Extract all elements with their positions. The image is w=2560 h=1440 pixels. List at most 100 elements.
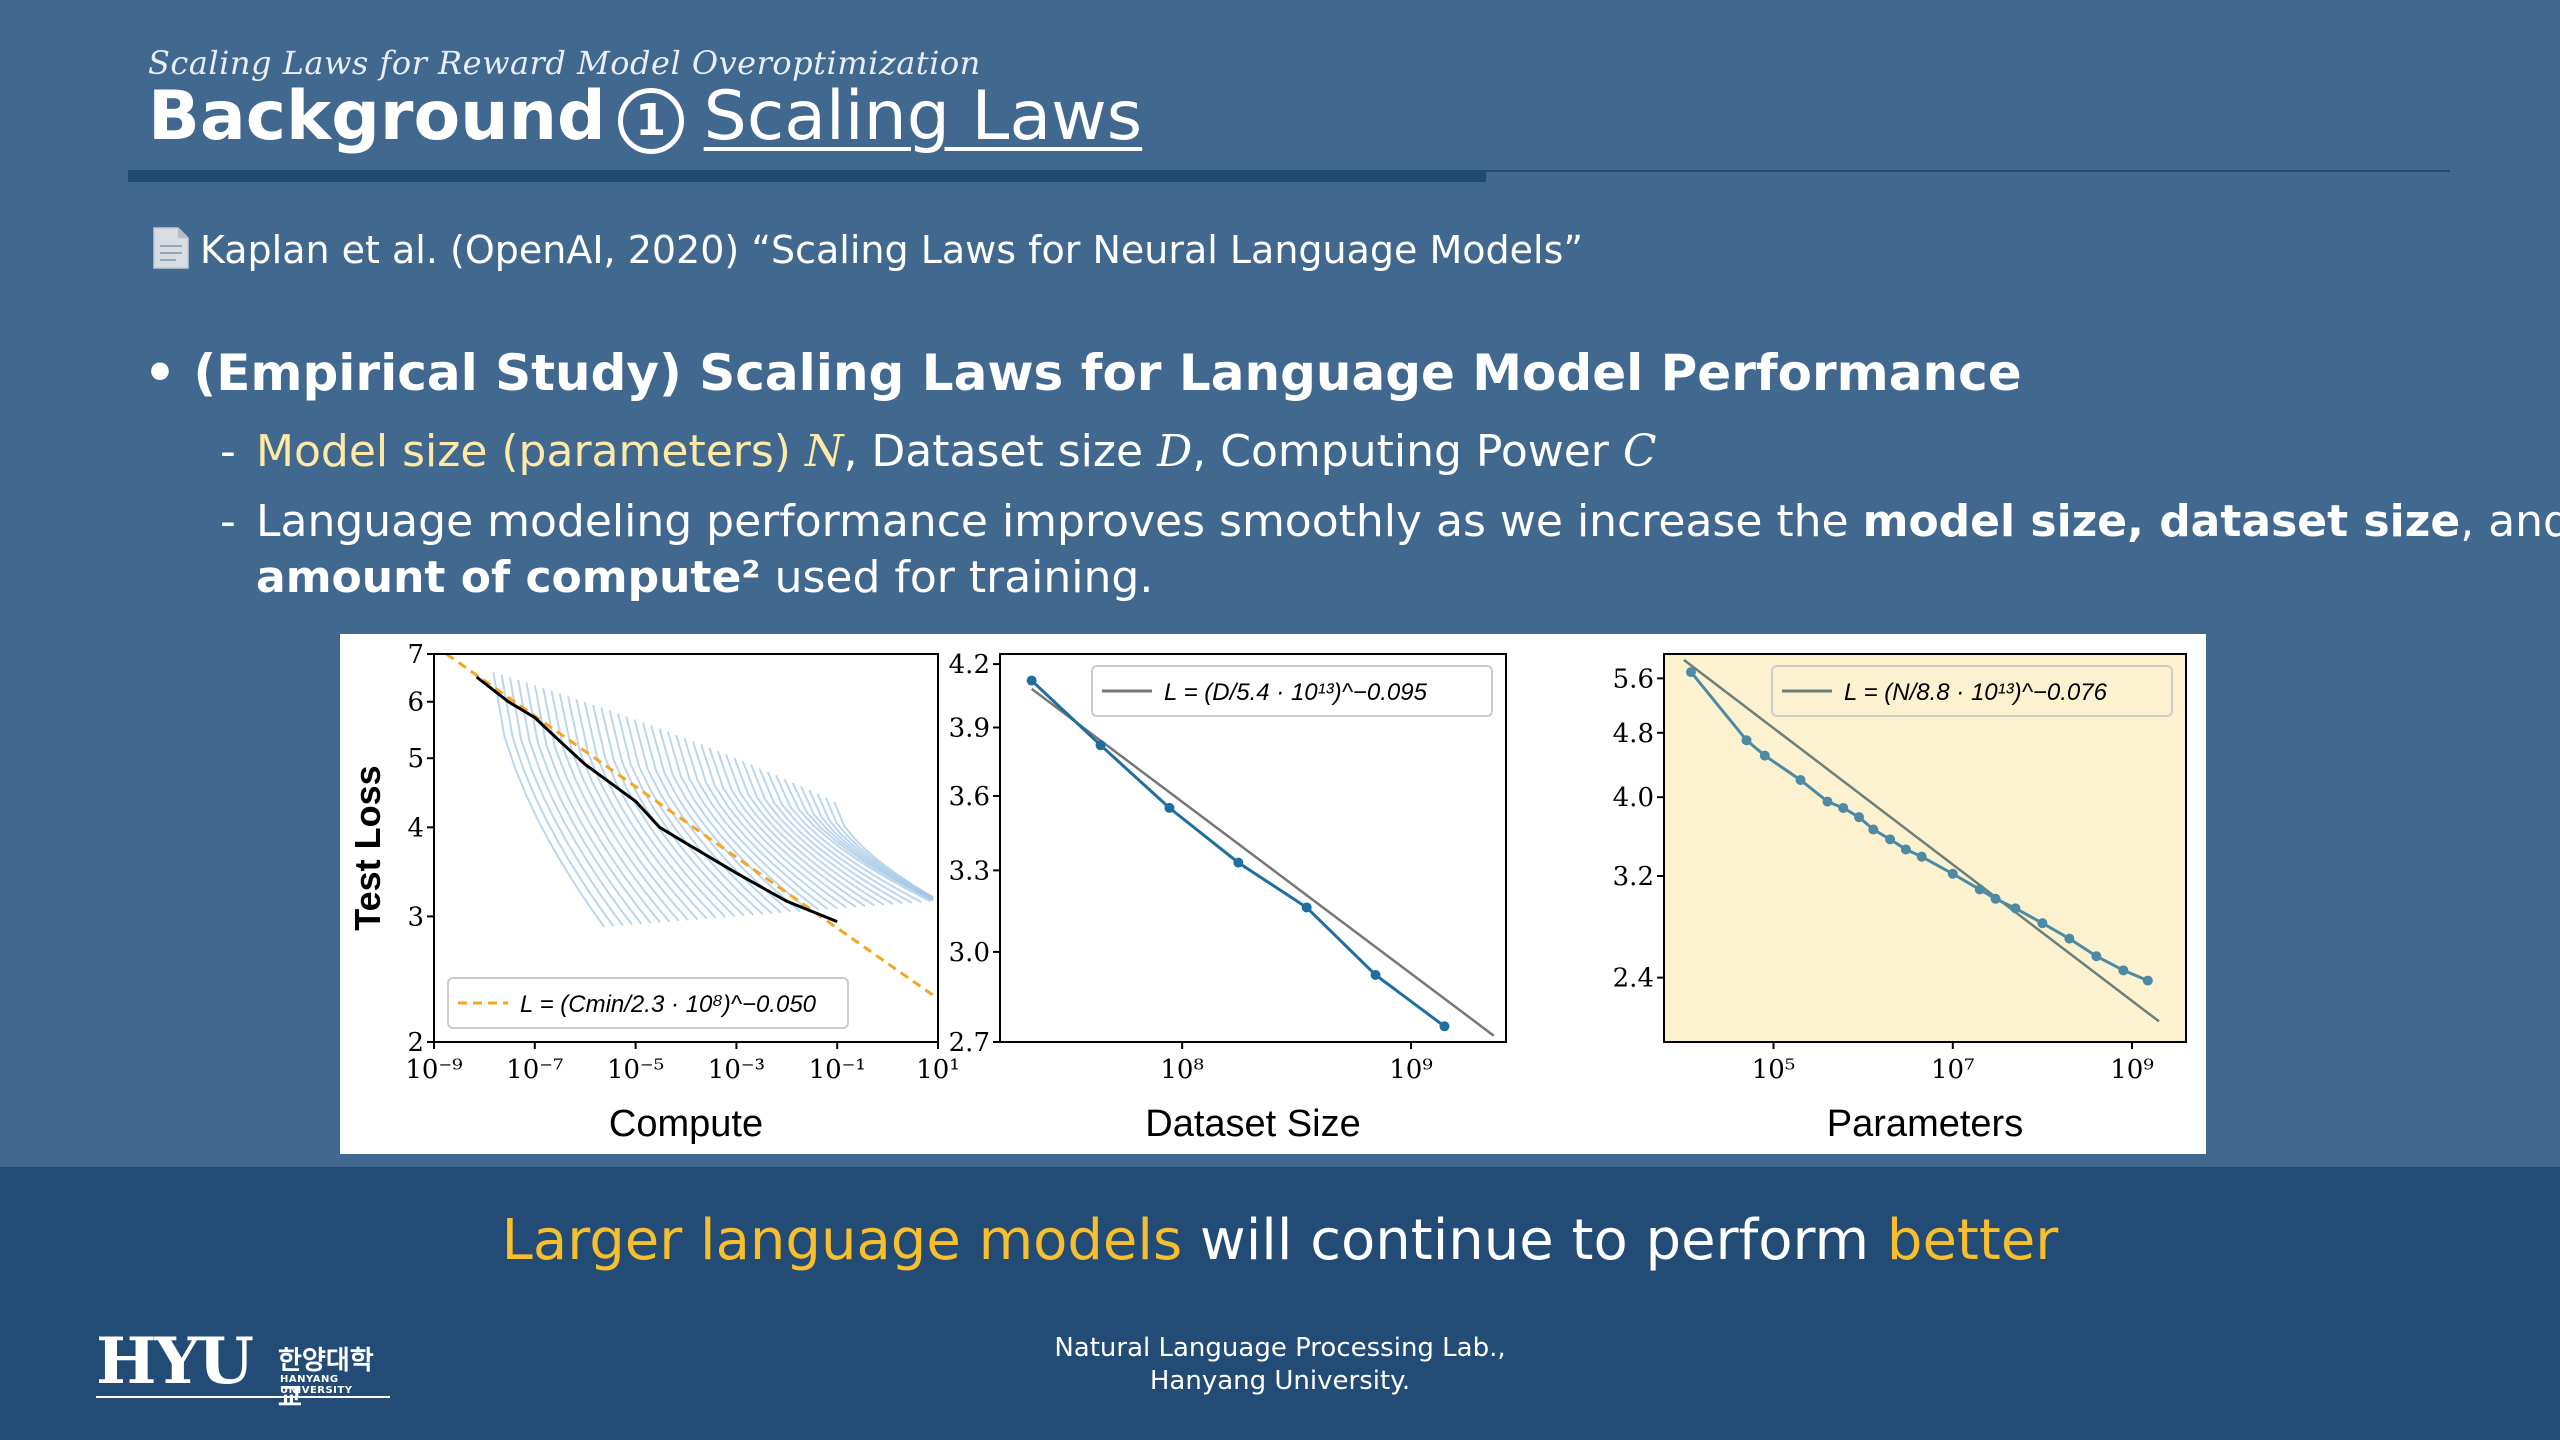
legend-label: L = (Cmin/2.3 · 10⁸)^−0.050 (520, 991, 817, 1018)
y-tick-label: 5.6 (1613, 664, 1654, 694)
data-point (1164, 802, 1175, 813)
data-point (1885, 834, 1896, 845)
logo-korean-text: 한양대학교 (278, 1346, 374, 1413)
sub-bullet-performance-line2: amount of compute² used for training. (256, 552, 1153, 603)
data-point (1974, 884, 1985, 895)
takeaway-message: Larger language models will continue to … (0, 1208, 2560, 1273)
slide-title: Background 1 Scaling Laws (148, 72, 1142, 162)
training-curve (783, 778, 931, 903)
training-curve (733, 757, 876, 907)
y-tick-label: 3 (407, 902, 424, 932)
comma: , (2127, 496, 2160, 547)
data-point (1685, 667, 1696, 678)
compute-emphasis: amount of compute² (256, 552, 761, 603)
footer-line-1: Natural Language Processing Lab., (1054, 1333, 1506, 1363)
data-point (2064, 933, 2075, 944)
y-tick-label: 3.6 (949, 782, 990, 812)
data-point (2118, 965, 2129, 976)
sub-bullet-dash: - (220, 496, 236, 547)
training-curve (517, 679, 633, 926)
data-point (1838, 802, 1849, 813)
y-tick-label: 2 (407, 1028, 424, 1058)
series-line-data (475, 675, 838, 923)
y-tick-label: 6 (407, 688, 424, 718)
training-curve (700, 744, 838, 910)
training-curve (625, 716, 754, 916)
footer-line-2: Hanyang University. (1149, 1366, 1411, 1396)
data-point (1095, 740, 1106, 751)
training-curve (633, 719, 764, 915)
x-tick-label: 10⁻⁵ (607, 1055, 664, 1085)
series-line-fit (1030, 687, 1495, 1037)
training-curve (683, 737, 820, 911)
data-point (1233, 857, 1244, 868)
x-tick-label: 10⁻⁷ (506, 1055, 563, 1085)
data-point (1741, 735, 1752, 746)
var-d: D (1157, 426, 1193, 477)
x-tick-label: 10⁹ (2110, 1055, 2154, 1085)
data-point (1439, 1021, 1450, 1032)
series-line-fit (443, 654, 938, 1000)
legend-box (447, 977, 849, 1029)
title-underline-thick (128, 170, 1486, 182)
takeaway-band (0, 1167, 2560, 1440)
y-tick-label: 3.3 (949, 856, 990, 886)
training-curve (725, 754, 866, 908)
plot-frame (1663, 653, 2187, 1043)
deck-subtitle: Scaling Laws for Reward Model Overoptimi… (148, 44, 981, 82)
x-tick-label: 10⁷ (1931, 1055, 1975, 1085)
title-background: Background (148, 77, 606, 156)
x-tick-label: 10⁵ (1752, 1055, 1796, 1085)
model-size-label: Model size (parameters) (256, 426, 805, 477)
training-curve (533, 685, 652, 924)
scaling-laws-figure: 2 3 4 5 6 7 10⁻⁹ 10⁻⁷ 10⁻⁵ 10⁻³ 10⁻¹ 10¹ Compute Test… (340, 634, 2206, 1154)
y-tick-label: 5 (407, 744, 424, 774)
y-tick-label: 3.9 (949, 714, 990, 744)
var-c: C (1622, 426, 1657, 477)
training-curve (558, 693, 680, 922)
title-link-scaling-laws[interactable]: Scaling Laws (703, 77, 1143, 156)
plot-area (1664, 654, 2186, 1042)
data-point (1900, 844, 1911, 855)
training-curve (758, 767, 904, 905)
plot-frame (999, 653, 1507, 1043)
x-tick-label: 10⁸ (1160, 1055, 1204, 1085)
series-line-fit (1683, 658, 2160, 1023)
document-icon (153, 227, 189, 269)
y-tick-label: 3.0 (949, 938, 990, 968)
model-size-emphasis: model size (1862, 496, 2128, 547)
training-curves-group (492, 672, 934, 928)
y-tick-label: 2.4 (1613, 964, 1654, 994)
training-curve (550, 690, 671, 923)
takeaway-middle: will continue to perform (1182, 1208, 1887, 1273)
title-underline-thin (1486, 170, 2450, 172)
training-curve (666, 731, 801, 913)
training-curve (492, 672, 606, 928)
training-text: used for training. (760, 552, 1154, 603)
data-point (2091, 951, 2102, 962)
training-curve (583, 701, 708, 920)
data-point (1854, 812, 1865, 823)
main-bullet-text: (Empirical Study) Scaling Laws for Langu… (193, 344, 2022, 402)
data-point (1759, 750, 1770, 761)
footer-credit: Natural Language Processing Lab., Hanyan… (0, 1332, 2560, 1398)
y-axis-label: Test Loss (347, 765, 388, 930)
sub-bullet-performance: - Language modeling performance improves … (220, 496, 2560, 547)
y-tick-label: 4.2 (949, 650, 990, 680)
x-tick-label: 10⁻¹ (809, 1055, 866, 1085)
hyu-logo: HYU 한양대학교 HANYANG UNIVERSITY (96, 1324, 396, 1413)
training-curve (500, 674, 615, 927)
training-curve (691, 740, 829, 910)
data-point (2010, 903, 2021, 914)
scaling-charts-svg: 2 3 4 5 6 7 10⁻⁹ 10⁻⁷ 10⁻⁵ 10⁻³ 10⁻¹ 10¹ Compute Test… (347, 640, 2187, 1145)
training-curve (750, 764, 894, 905)
y-tick-label: 4 (407, 813, 424, 843)
x-tick-label: 10⁻⁹ (405, 1055, 462, 1085)
takeaway-highlight-2: better (1886, 1208, 2059, 1273)
dataset-size-label: , Dataset size (843, 426, 1158, 477)
legend-label: L = (D/5.4 · 10¹³)^−0.095 (1164, 679, 1428, 706)
data-point (1822, 796, 1833, 807)
data-point (1947, 868, 1958, 879)
data-point (2037, 918, 2048, 929)
x-axis-label: Dataset Size (1145, 1103, 1360, 1145)
